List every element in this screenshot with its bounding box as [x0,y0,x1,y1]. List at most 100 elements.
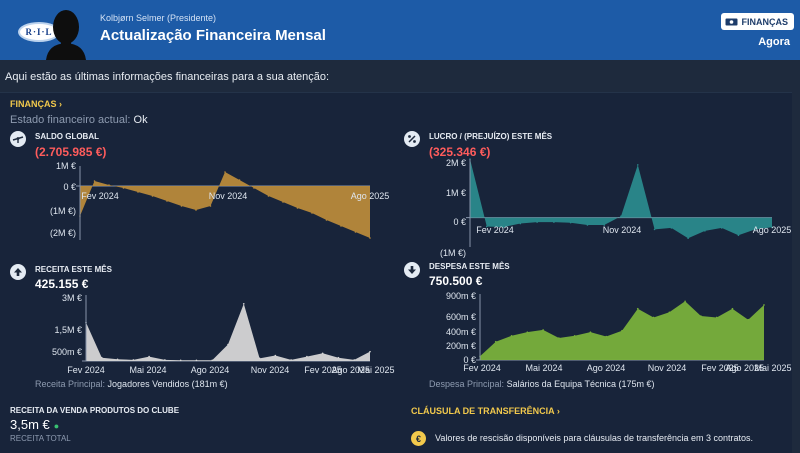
expense-point [542,329,544,331]
intro-text: Aqui estão as últimas informações financ… [5,71,330,83]
balance-point [93,180,96,182]
merch-value: 3,5m € [10,417,50,432]
income-point [337,356,340,359]
profit-y-tick-label: 2M € [446,158,466,168]
balance-point [296,207,299,209]
income-point [353,359,356,361]
income-point [242,303,245,305]
profit-point [670,227,673,229]
balance-x-tick-label: Nov 2024 [209,191,248,201]
income-x-tick-label: Mai 2024 [129,365,166,375]
release-clause-link[interactable]: CLÁUSULA DE TRANSFERÊNCIA › [411,406,560,416]
profit-x-tick-label: Ago 2025 [753,225,792,235]
income-x-tick-label: Mai 2025 [357,365,394,375]
profit-point [754,228,757,231]
balance-point [224,171,226,173]
income-x-tick-label: Nov 2024 [251,365,290,375]
income-point [179,359,182,362]
expense-y-tick-label: 600m € [446,312,476,322]
expense-point [668,311,671,314]
expense-point [747,318,750,321]
balance-point [282,201,284,203]
income-point [148,355,150,358]
expense-y-tick-label: 400m € [446,327,476,337]
income-point [195,359,198,362]
income-point [306,355,308,358]
income-chart: 3M € 1,5M € 500m € Fev 2024 Mai 2024 Ago 2024… [52,293,395,375]
expense-point [526,331,529,333]
profit-value: (325.346 €) [429,145,491,159]
balance-point [238,179,241,181]
expense-point [605,335,608,338]
expense-y-tick-label: 0 € [463,355,476,365]
income-series-area [86,303,370,361]
expense-series-area [480,301,764,360]
balance-point [137,191,139,193]
income-point [274,354,277,357]
balance-point [151,195,154,197]
merch-label: RECEITA DA VENDA PRODUTOS DO CLUBE [10,406,180,415]
profit-point [553,221,555,223]
profit-point [485,225,488,228]
category-badge[interactable]: FINANÇAS [720,13,794,30]
income-y-tick-label: 1,5M € [54,325,82,335]
category-label: FINANÇAS [741,16,789,27]
balance-point [195,209,197,211]
expense-x-tick-label: Fev 2025 [701,363,739,373]
profit-point [737,234,740,237]
profit-label: LUCRO / (PREJUÍZO) ESTE MÊS [429,132,553,141]
balance-point [209,205,212,207]
income-point [211,359,214,362]
arrow-up-icon [10,264,26,280]
profit-point [620,215,622,217]
balance-point [122,187,125,189]
message-title: Actualização Financeira Mensal [100,27,326,44]
income-point [227,343,229,346]
income-point [100,356,103,359]
balance-point [311,212,313,214]
balance-point [108,184,110,186]
profit-chart: 2M € 1M € 0 € (1M €) Fev 2024 Nov 2024 Ago 202… [440,158,792,258]
profit-point [720,227,723,229]
income-label: RECEITA ESTE MÊS [35,265,112,274]
financial-state-value: Ok [133,114,148,126]
expense-chart: 900m € 600m € 400m € 200m € 0 €Fev 2024 Mai 2… [446,291,792,373]
balance-series-area [80,172,370,238]
profit-x-tick-label: Nov 2024 [603,225,642,235]
expense-x-tick-label: Ago 2025 [725,363,764,373]
merch-sublabel: RECEITA TOTAL [10,434,71,443]
income-x-tick-label: Ago 2024 [191,365,230,375]
profit-point [502,226,505,228]
expense-point [763,304,765,306]
balance-point [354,231,357,233]
profit-point [519,222,522,225]
income-point [116,358,119,361]
profit-point [653,228,656,231]
profit-y-tick-label: 1M € [446,188,466,198]
money-icon [725,18,737,25]
expense-footnote: Despesa Principal: Salários da Equipa Té… [429,379,654,389]
profit-point [771,226,773,229]
expense-label: DESPESA ESTE MÊS [429,262,510,271]
expense-point [573,335,576,337]
finances-link[interactable]: FINANÇAS › [10,99,62,109]
sender-name: Kolbjørn Selmer (Presidente) [100,13,217,23]
income-footnote: Receita Principal: Jogadores Vendidos (1… [35,379,228,389]
balance-x-tick-label: Ago 2025 [351,191,390,201]
finances-link-label: FINANÇAS [10,99,57,109]
income-value: 425.155 € [35,277,89,291]
expense-point [589,331,592,333]
expense-footnote-value: Salários da Equipa Técnica (175m €) [506,379,655,389]
balance-value: (2.705.985 €) [35,145,107,159]
expense-point [684,300,686,303]
expense-point [510,335,513,337]
expense-value: 750.500 € [429,274,483,288]
balance-point [340,225,342,227]
income-point [132,359,135,361]
expense-y-tick-label: 900m € [446,291,476,301]
balance-y-tick-label: 0 € [63,182,76,192]
profit-point [569,221,572,224]
message-header: R·I·L Kolbjørn Selmer (Presidente) Actua… [0,0,800,60]
release-clause-text: Valores de rescisão disponíveis para clá… [435,433,754,443]
financial-state: Estado financeiro actual: Ok [10,114,148,126]
